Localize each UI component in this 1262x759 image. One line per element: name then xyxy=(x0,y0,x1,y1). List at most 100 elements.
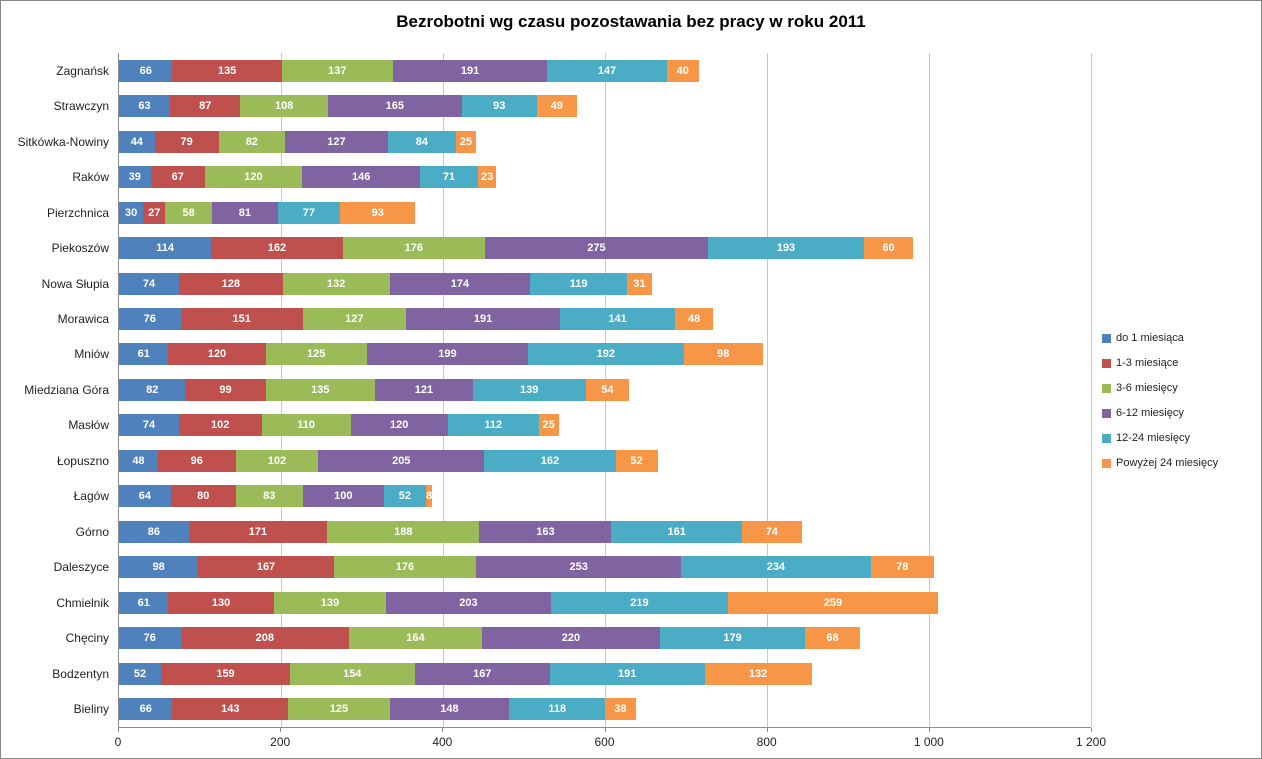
bar-segment: 127 xyxy=(302,308,406,331)
bar-value-label: 176 xyxy=(395,561,415,574)
bar-value-label: 234 xyxy=(766,561,786,574)
bar-segment: 93 xyxy=(461,95,537,118)
bar-segment: 44 xyxy=(119,130,155,153)
bar-segment: 176 xyxy=(333,556,477,579)
bar-row: Masłów 74 102 110 120 112 25 xyxy=(68,408,1091,443)
bar-value-label: 66 xyxy=(139,703,152,716)
bar-value-label: 171 xyxy=(248,525,268,538)
bar-segment: 151 xyxy=(180,308,303,331)
bar-segment: 191 xyxy=(392,59,548,82)
plot-area: Zagnańsk 66 135 137 191 147 40 Strawczyn 63 87 108… xyxy=(18,53,1092,728)
bar-segment: 48 xyxy=(674,308,714,331)
bar-value-label: 139 xyxy=(520,383,539,396)
legend-label: 6-12 miesięcy xyxy=(1116,407,1184,419)
x-tick-mark xyxy=(928,728,930,732)
bar-segment: 25 xyxy=(455,130,477,153)
bar-value-label: 102 xyxy=(267,454,287,467)
bar-row: Pierzchnica 30 27 58 81 77 93 xyxy=(47,195,1091,230)
bar-segment: 102 xyxy=(235,449,319,472)
bar-value-label: 93 xyxy=(493,100,506,113)
bar-segment: 58 xyxy=(165,201,213,224)
bar-segment: 208 xyxy=(180,627,350,650)
bar-segment: 139 xyxy=(273,591,387,614)
bar-value-label: 220 xyxy=(561,632,581,645)
bar-segment: 76 xyxy=(119,627,181,650)
bar-value-label: 74 xyxy=(142,277,156,290)
bar-value-label: 112 xyxy=(484,419,503,432)
bar-value-label: 25 xyxy=(459,135,473,148)
stacked-bar: 98 167 176 253 234 78 xyxy=(119,556,1091,579)
bar-value-label: 137 xyxy=(328,64,347,77)
bar-value-label: 159 xyxy=(216,667,235,680)
stacked-bar: 74 102 110 120 112 25 xyxy=(119,414,1091,437)
bar-segment: 64 xyxy=(119,485,171,508)
bar-value-label: 139 xyxy=(320,596,340,609)
stacked-bar: 48 96 102 205 162 52 xyxy=(119,449,1091,472)
bar-segment: 74 xyxy=(119,414,179,437)
bar-rows: Zagnańsk 66 135 137 191 147 40 Strawczyn 63 87 108… xyxy=(18,53,1091,727)
bar-value-label: 39 xyxy=(128,171,141,184)
bar-value-label: 188 xyxy=(394,525,413,538)
bar-segment: 87 xyxy=(170,95,241,118)
bar-value-label: 162 xyxy=(540,454,560,467)
bar-value-label: 48 xyxy=(687,313,701,326)
bar-value-label: 191 xyxy=(473,313,493,326)
bar-value-label: 192 xyxy=(596,348,615,361)
category-label: Łopuszno xyxy=(56,453,109,468)
category-label: Mniów xyxy=(74,347,109,362)
bar-value-label: 143 xyxy=(221,703,240,716)
bar-segment: 161 xyxy=(611,520,742,543)
bar-value-label: 125 xyxy=(329,703,349,716)
bar-segment: 219 xyxy=(550,591,729,614)
bar-value-label: 162 xyxy=(267,242,287,255)
bar-value-label: 127 xyxy=(345,313,364,326)
x-axis: 0 200 400 600 800 1 000 1 200 xyxy=(115,728,1106,752)
bar-segment: 179 xyxy=(660,627,806,650)
legend-item: 12-24 miesięcy xyxy=(1102,432,1218,444)
bar-segment: 253 xyxy=(476,556,682,579)
bar-row: Bodzentyn 52 159 154 167 191 132 xyxy=(52,656,1091,691)
bar-value-label: 93 xyxy=(371,206,384,219)
bar-value-label: 176 xyxy=(404,242,423,255)
bar-value-label: 151 xyxy=(232,313,251,326)
bar-segment: 63 xyxy=(119,95,171,118)
bar-segment: 135 xyxy=(172,59,282,82)
bar-value-label: 161 xyxy=(667,525,686,538)
bar-value-label: 81 xyxy=(238,206,252,219)
bar-value-label: 199 xyxy=(438,348,457,361)
bar-row: Raków 39 67 120 146 71 23 xyxy=(72,159,1091,194)
x-tick-label: 200 xyxy=(270,735,291,749)
bar-segment: 110 xyxy=(261,414,351,437)
bar-segment: 114 xyxy=(119,237,212,260)
bar-segment: 61 xyxy=(119,591,169,614)
bar-row: Chęciny 76 208 164 220 179 68 xyxy=(66,621,1091,656)
legend-swatch xyxy=(1102,333,1111,343)
bar-segment: 203 xyxy=(386,591,551,614)
category-label: Raków xyxy=(72,170,109,185)
bar-value-label: 54 xyxy=(601,383,614,396)
bar-value-label: 66 xyxy=(139,64,152,77)
bar-value-label: 147 xyxy=(597,64,617,77)
bar-segment: 127 xyxy=(285,130,388,153)
bar-row: Łopuszno 48 96 102 205 162 52 xyxy=(57,443,1091,478)
bar-segment: 74 xyxy=(119,272,179,295)
bar-segment: 86 xyxy=(119,520,189,543)
bar-value-label: 40 xyxy=(676,64,689,77)
bar-segment: 48 xyxy=(119,449,158,472)
bar-value-label: 125 xyxy=(307,348,326,361)
bar-value-label: 128 xyxy=(221,277,240,290)
bar-segment: 132 xyxy=(282,272,390,295)
bar-segment: 191 xyxy=(549,662,705,685)
x-tick-mark xyxy=(604,728,606,732)
bar-value-label: 61 xyxy=(137,596,150,609)
bar-value-label: 120 xyxy=(207,348,227,361)
legend-label: do 1 miesiąca xyxy=(1116,332,1184,344)
bar-value-label: 205 xyxy=(392,454,411,467)
bar-value-label: 80 xyxy=(197,490,210,503)
bar-row: Miedziana Góra 82 99 135 121 139 54 xyxy=(24,372,1091,407)
bar-value-label: 68 xyxy=(826,632,839,645)
bar-segment: 125 xyxy=(288,698,390,721)
stacked-bar: 82 99 135 121 139 54 xyxy=(119,378,1091,401)
bar-segment: 52 xyxy=(383,485,426,508)
bar-segment: 76 xyxy=(119,308,181,331)
